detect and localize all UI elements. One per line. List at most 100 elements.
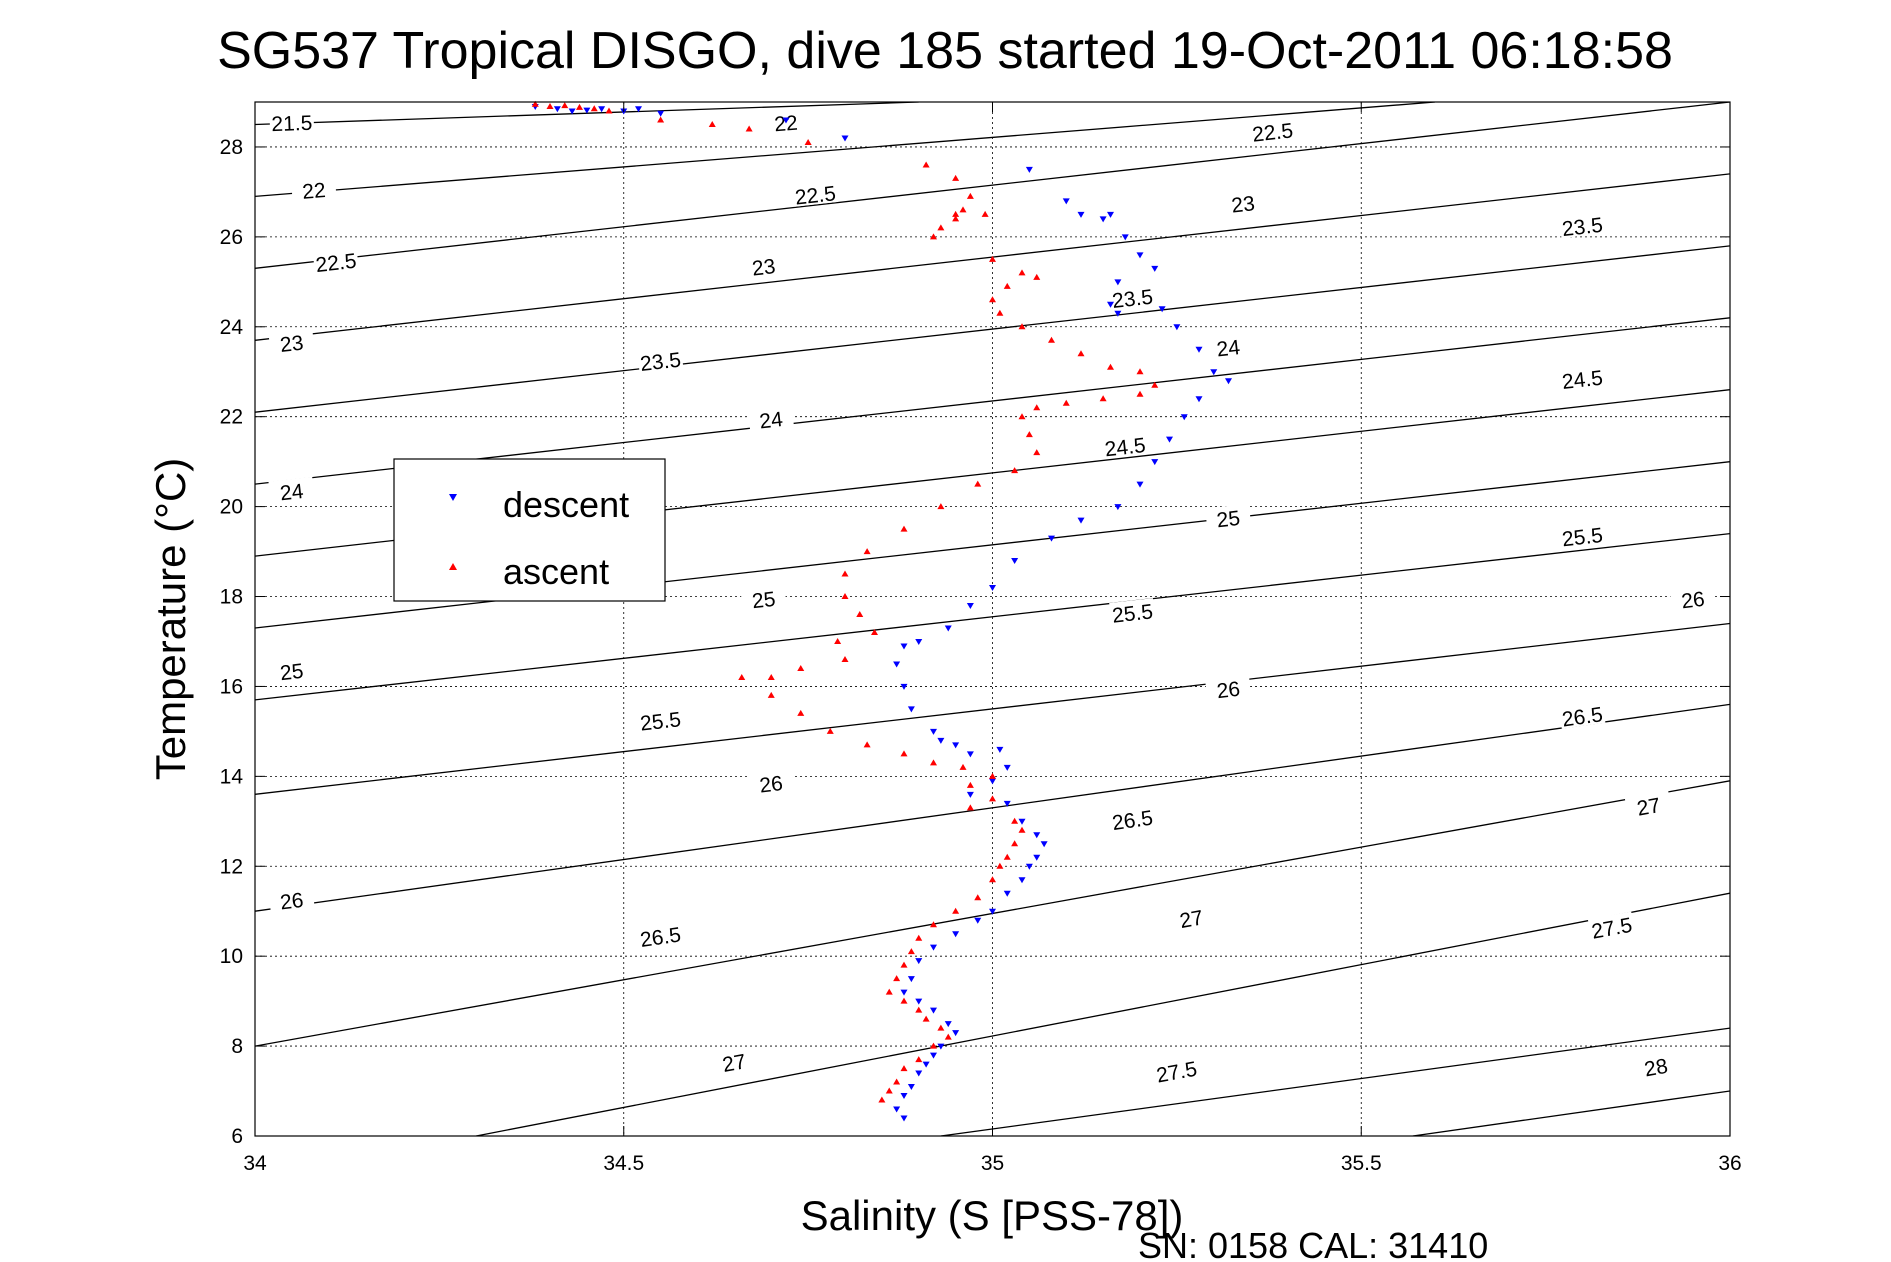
contour-label-bg (1109, 598, 1156, 625)
ascent-point (900, 961, 908, 968)
ascent-point (937, 224, 945, 231)
descent-point (1151, 459, 1159, 466)
descent-point (930, 1007, 937, 1014)
contour-label: 26 (279, 889, 305, 915)
contour-label-bg (636, 921, 684, 950)
density-contour-line (255, 102, 1436, 198)
contour-label: 22 (301, 179, 326, 204)
legend-descent-marker (449, 494, 457, 501)
ascent-point (952, 210, 960, 217)
contour-label-bg (1167, 902, 1215, 932)
ascent-point (885, 988, 893, 995)
contour-label: 22.5 (1251, 119, 1294, 146)
y-tick-label: 26 (220, 226, 243, 249)
ascent-point (981, 210, 989, 217)
descent-point (930, 944, 937, 951)
descent-point (989, 908, 996, 915)
contour-label: 26.5 (639, 923, 683, 951)
ascent-point (841, 655, 849, 662)
descent-point (1099, 216, 1107, 223)
ascent-point (1033, 273, 1041, 280)
contour-label: 27 (1178, 906, 1205, 933)
descent-point (1062, 198, 1070, 205)
descent-point (1077, 211, 1085, 218)
descent-point (966, 751, 974, 758)
descent-point (893, 1106, 901, 1113)
descent-point (1166, 436, 1173, 443)
descent-point (1018, 877, 1026, 884)
descent-point (900, 1093, 908, 1100)
ascent-point (1136, 368, 1144, 375)
contour-label-bg (1558, 700, 1606, 729)
ascent-point (657, 116, 665, 123)
contour-label: 26.5 (1561, 703, 1605, 731)
contour-label-bg (747, 404, 795, 432)
contour-label-bg (792, 180, 839, 207)
descent-point (966, 791, 974, 798)
contour-label-bg (1101, 431, 1149, 459)
descent-point (1180, 414, 1188, 421)
descent-point (1136, 481, 1144, 488)
contour-label: 23 (279, 332, 305, 357)
descent-point (1025, 863, 1033, 870)
contour-label-bg (1632, 1050, 1680, 1081)
descent-point (568, 108, 576, 115)
ascent-point (996, 309, 1004, 316)
x-tick-label: 35 (981, 1152, 1004, 1175)
ascent-point (1107, 363, 1114, 370)
ascent-point (1033, 449, 1041, 456)
legend: descent ascent (393, 458, 666, 602)
contour-label-bg (290, 176, 337, 202)
x-tick-label: 35.5 (1341, 1152, 1382, 1175)
contour-label-bg (637, 706, 684, 733)
ascent-point (922, 161, 930, 168)
y-tick-label: 14 (220, 765, 244, 788)
descent-point (937, 737, 945, 744)
ascent-point (930, 921, 937, 928)
x-axis-label: Salinity (S [PSS-78]) (801, 1192, 1184, 1239)
contour-label-bg (1559, 521, 1606, 549)
ascent-point (797, 709, 805, 716)
contour-label-bg (268, 656, 315, 684)
contour-label: 22 (773, 112, 798, 137)
ascent-point (1018, 269, 1026, 276)
ascent-point (1011, 840, 1019, 847)
ascent-point (922, 1015, 930, 1022)
contour-label-bg (1152, 1055, 1200, 1085)
contour-label: 23 (751, 255, 777, 280)
legend-ascent-label: ascent (503, 551, 609, 592)
descent-point (974, 917, 982, 924)
ascent-point (989, 296, 996, 303)
ascent-point (952, 174, 960, 181)
descent-point (598, 106, 606, 113)
descent-point (1077, 517, 1085, 524)
descent-point (1136, 252, 1144, 259)
ascent-point (871, 628, 878, 635)
ascent-point (1018, 413, 1026, 420)
ascent-point (900, 997, 908, 1004)
descent-point (952, 1030, 960, 1037)
ascent-point (561, 102, 569, 109)
descent-point (1033, 854, 1041, 861)
ascent-point (1048, 336, 1055, 343)
series-ascent (531, 100, 1159, 1103)
descent-point (930, 1052, 937, 1059)
descent-point (915, 998, 923, 1005)
contour-label-bg (268, 328, 315, 356)
ascent-point (1018, 826, 1026, 833)
ascent-point (1003, 282, 1011, 289)
ascent-point (1136, 390, 1144, 397)
contour-label: 27 (721, 1050, 748, 1077)
contour-label: 23.5 (1561, 214, 1604, 241)
ascent-point (1011, 467, 1019, 474)
contour-label-bg (1205, 332, 1252, 360)
ascent-point (841, 593, 849, 600)
ascent-point (989, 876, 996, 883)
ascent-point (915, 1056, 923, 1063)
y-tick-label: 22 (220, 406, 243, 429)
ascent-point (952, 215, 960, 222)
contour-label: 26 (1680, 588, 1706, 614)
chart-title: SG537 Tropical DISGO, dive 185 started 1… (217, 22, 1673, 80)
x-tick-label: 34.5 (603, 1152, 644, 1175)
